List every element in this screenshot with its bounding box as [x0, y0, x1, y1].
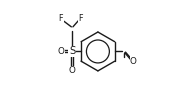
Text: S: S	[69, 46, 75, 56]
Text: F: F	[78, 14, 83, 23]
Text: O: O	[58, 47, 65, 56]
Text: O: O	[130, 57, 137, 66]
Text: O: O	[69, 66, 76, 75]
Text: F: F	[59, 14, 63, 23]
